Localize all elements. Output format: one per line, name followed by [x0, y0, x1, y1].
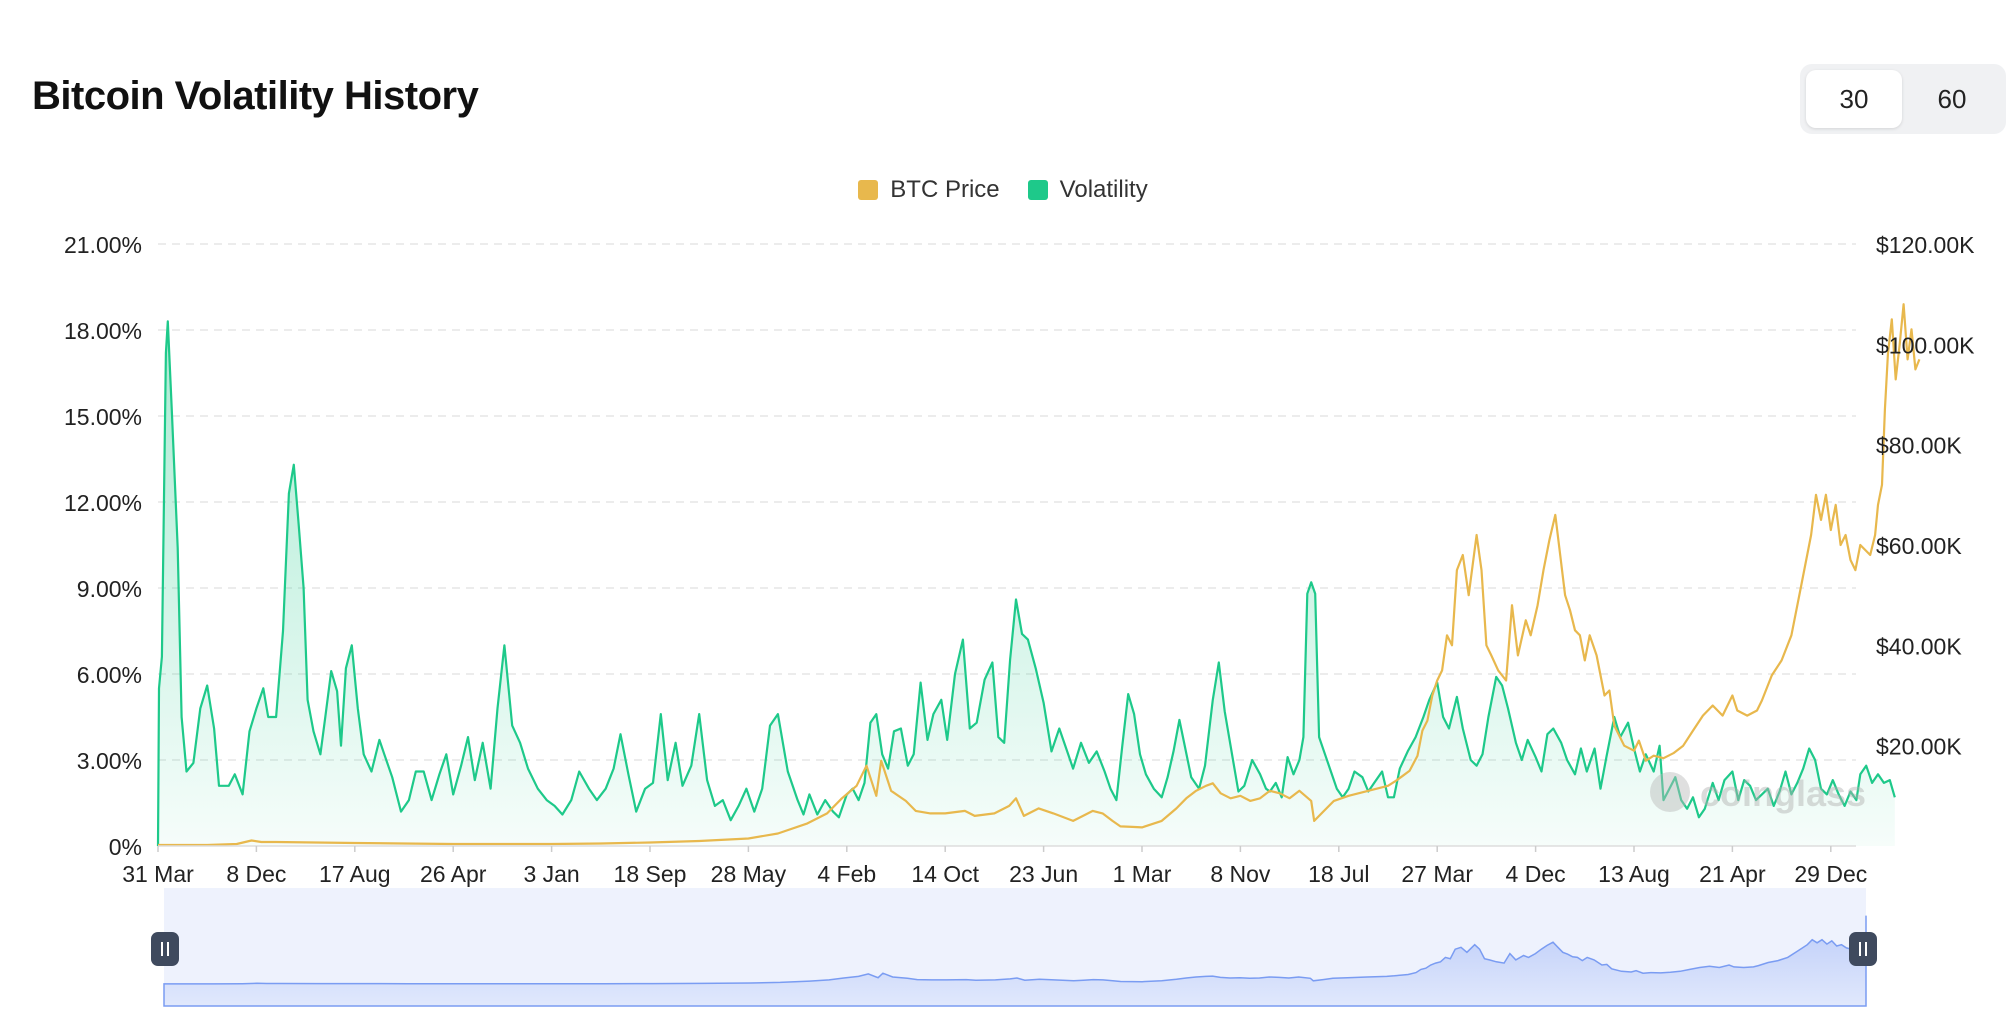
- y-right-tick-label: $100.00K: [1876, 332, 1975, 358]
- navigator-handle-body: [151, 932, 179, 966]
- x-tick-label: 1 Mar: [1113, 861, 1172, 887]
- y-right-tick-label: $40.00K: [1876, 633, 1962, 659]
- y-right-tick-label: $20.00K: [1876, 734, 1962, 760]
- y-right-tick-label: $60.00K: [1876, 533, 1962, 559]
- x-tick-label: 28 May: [711, 861, 787, 887]
- y-left-tick-label: 18.00%: [64, 318, 142, 344]
- x-tick-label: 29 Dec: [1794, 861, 1867, 887]
- page-title: Bitcoin Volatility History: [32, 74, 479, 118]
- y-left-tick-label: 0%: [109, 834, 142, 860]
- navigator-area: [163, 915, 1867, 1007]
- legend-item-volatility[interactable]: Volatility: [1027, 176, 1148, 204]
- y-left-tick-label: 12.00%: [64, 490, 142, 516]
- chart-legend: BTC Price Volatility: [0, 176, 2006, 204]
- legend-swatch-btc-price: [858, 180, 879, 200]
- x-tick-label: 3 Jan: [523, 861, 579, 887]
- y-right-tick-label: $80.00K: [1876, 433, 1962, 459]
- y-right-tick-label: $120.00K: [1876, 232, 1975, 258]
- period-30-button[interactable]: 30: [1806, 70, 1902, 128]
- watermark-text: coinglass: [1700, 773, 1866, 814]
- legend-label-volatility: Volatility: [1059, 176, 1148, 203]
- y-left-tick-label: 9.00%: [77, 576, 142, 602]
- x-tick-label: 31 Mar: [122, 861, 194, 887]
- period-selector: 30 60: [1800, 64, 2006, 134]
- x-tick-label: 4 Dec: [1506, 861, 1566, 887]
- x-tick-label: 17 Aug: [319, 861, 391, 887]
- x-tick-label: 14 Oct: [911, 861, 979, 887]
- x-tick-label: 21 Apr: [1699, 861, 1766, 887]
- navigator-right-handle[interactable]: [1849, 932, 1877, 966]
- watermark-logo-icon: [1650, 772, 1690, 812]
- x-tick-label: 8 Nov: [1210, 861, 1271, 887]
- y-left-tick-label: 15.00%: [64, 404, 142, 430]
- coinglass-watermark: coinglass: [1650, 772, 1866, 814]
- btc-price-line: [158, 303, 1921, 847]
- period-60-button[interactable]: 60: [1937, 83, 1967, 114]
- y-left-tick-label: 3.00%: [77, 748, 142, 774]
- x-tick-label: 26 Apr: [420, 861, 487, 887]
- legend-item-btc-price[interactable]: BTC Price: [858, 176, 1000, 204]
- x-tick-label: 23 Jun: [1009, 861, 1078, 887]
- navigator-left-handle[interactable]: [151, 932, 179, 966]
- x-tick-label: 27 Mar: [1401, 861, 1473, 887]
- x-tick-label: 8 Dec: [226, 861, 286, 887]
- y-left-tick-label: 6.00%: [77, 662, 142, 688]
- x-tick-label: 18 Jul: [1308, 861, 1369, 887]
- volatility-line: [156, 320, 1896, 847]
- y-left-tick-label: 21.00%: [64, 232, 142, 258]
- legend-swatch-volatility: [1027, 180, 1048, 200]
- navigator-handle-body: [1849, 932, 1877, 966]
- x-tick-label: 13 Aug: [1598, 861, 1670, 887]
- legend-label-btc-price: BTC Price: [890, 176, 1000, 203]
- volatility-area: [158, 321, 1895, 846]
- x-tick-label: 4 Feb: [817, 861, 876, 887]
- navigator-background: [164, 888, 1866, 1006]
- x-tick-label: 18 Sep: [614, 861, 687, 887]
